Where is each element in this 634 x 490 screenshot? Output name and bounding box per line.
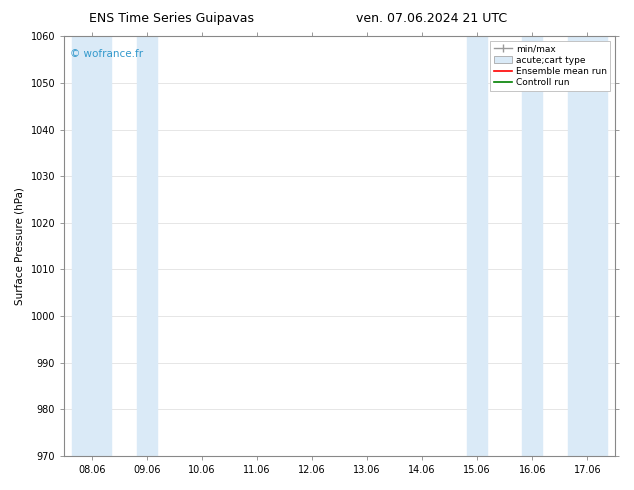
Text: ven. 07.06.2024 21 UTC: ven. 07.06.2024 21 UTC: [356, 12, 507, 25]
Text: ENS Time Series Guipavas: ENS Time Series Guipavas: [89, 12, 254, 25]
Text: © wofrance.fr: © wofrance.fr: [70, 49, 143, 59]
Bar: [568, 36, 607, 456]
Legend: min/max, acute;cart type, Ensemble mean run, Controll run: min/max, acute;cart type, Ensemble mean …: [491, 41, 611, 91]
Bar: [72, 36, 111, 456]
Bar: [467, 36, 487, 456]
Bar: [522, 36, 542, 456]
Y-axis label: Surface Pressure (hPa): Surface Pressure (hPa): [15, 187, 25, 305]
Bar: [137, 36, 157, 456]
